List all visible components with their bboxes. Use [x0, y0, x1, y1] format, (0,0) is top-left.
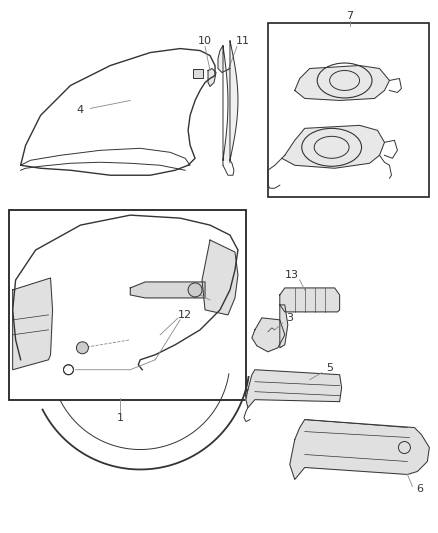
Circle shape [187, 283, 201, 297]
Polygon shape [289, 419, 428, 480]
Polygon shape [279, 288, 339, 312]
Polygon shape [130, 282, 205, 298]
Bar [267, 22, 428, 197]
Polygon shape [201, 240, 237, 315]
Text: 10: 10 [198, 36, 212, 46]
Bar [9, 210, 245, 400]
Text: 4: 4 [77, 106, 84, 116]
Text: 7: 7 [345, 11, 352, 21]
Polygon shape [245, 370, 341, 408]
Polygon shape [294, 66, 389, 100]
Polygon shape [218, 41, 237, 165]
Polygon shape [208, 69, 215, 86]
Text: 6: 6 [415, 484, 422, 495]
Text: 5: 5 [325, 363, 332, 373]
Polygon shape [279, 305, 287, 348]
Polygon shape [281, 125, 384, 168]
Text: 3: 3 [286, 313, 293, 323]
Text: 13: 13 [284, 270, 298, 280]
Polygon shape [251, 318, 284, 352]
Polygon shape [13, 278, 53, 370]
Text: 11: 11 [235, 36, 249, 46]
Bar [193, 69, 203, 78]
Text: 12: 12 [178, 310, 192, 320]
Circle shape [76, 342, 88, 354]
Text: 1: 1 [117, 413, 124, 423]
